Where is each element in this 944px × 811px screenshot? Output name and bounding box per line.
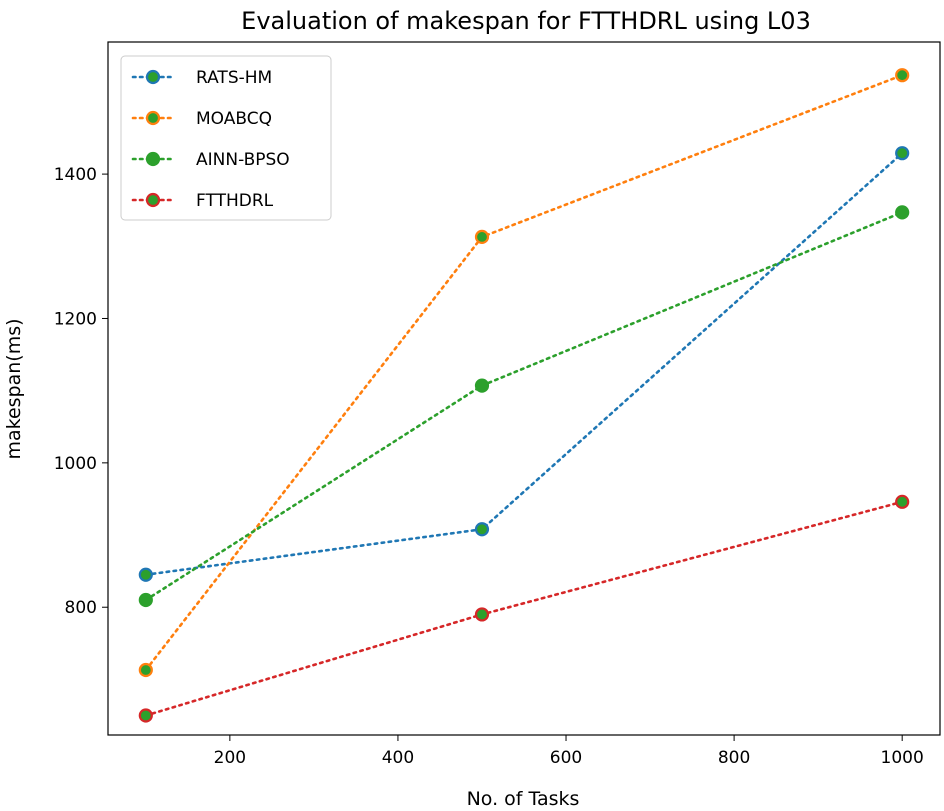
legend-marker-ainn-bpso <box>145 151 161 167</box>
y-tick-label: 1400 <box>54 165 97 185</box>
x-tick-label: 200 <box>214 748 246 768</box>
y-tick-label: 1000 <box>54 454 97 474</box>
series-line-ainn-bpso <box>144 211 904 602</box>
legend: RATS-HM MOABCQ AINN-BPSO FTTHDRL <box>120 55 332 221</box>
legend-marker-moabcq <box>145 110 161 126</box>
chart-title: Evaluation of makespan for FTTHDRL using… <box>241 7 811 35</box>
legend-label-moabcq: MOABCQ <box>196 109 272 129</box>
data-point-rats-hm <box>474 522 490 537</box>
legend-marker-rats-hm <box>145 69 161 85</box>
x-axis-label: No. of Tasks <box>467 788 580 810</box>
y-axis-ticks: 800 1000 1200 1400 <box>54 165 108 618</box>
data-point-moabcq <box>138 662 153 678</box>
data-point-rats-hm <box>138 567 153 582</box>
data-point-ftthdrl <box>138 708 153 723</box>
series-line-ftthdrl <box>144 500 904 717</box>
plot-frame <box>107 41 941 736</box>
x-tick-label: 800 <box>718 748 750 768</box>
y-tick-label: 800 <box>65 598 97 618</box>
x-tick-label: 1000 <box>881 748 924 768</box>
data-point-ainn-bpso <box>474 378 490 393</box>
data-point-ainn-bpso <box>138 592 153 608</box>
data-point-ainn-bpso <box>895 205 910 220</box>
x-tick-label: 400 <box>382 748 414 768</box>
data-point-rats-hm <box>895 146 910 161</box>
data-point-moabcq <box>474 229 490 245</box>
legend-label-ainn-bpso: AINN-BPSO <box>196 150 290 170</box>
legend-label-rats-hm: RATS-HM <box>196 68 272 88</box>
legend-marker-ftthdrl <box>145 192 161 208</box>
x-tick-label: 600 <box>550 748 582 768</box>
legend-box <box>120 55 332 221</box>
legend-label-ftthdrl: FTTHDRL <box>196 191 274 211</box>
x-axis-ticks: 200 400 600 800 1000 <box>214 735 924 768</box>
y-tick-label: 1200 <box>54 309 97 329</box>
y-axis-label: makespan(ms) <box>3 318 25 459</box>
data-point-moabcq <box>895 68 910 83</box>
data-point-ftthdrl <box>474 607 490 622</box>
series-layer <box>138 68 910 723</box>
data-point-ftthdrl <box>895 494 910 509</box>
